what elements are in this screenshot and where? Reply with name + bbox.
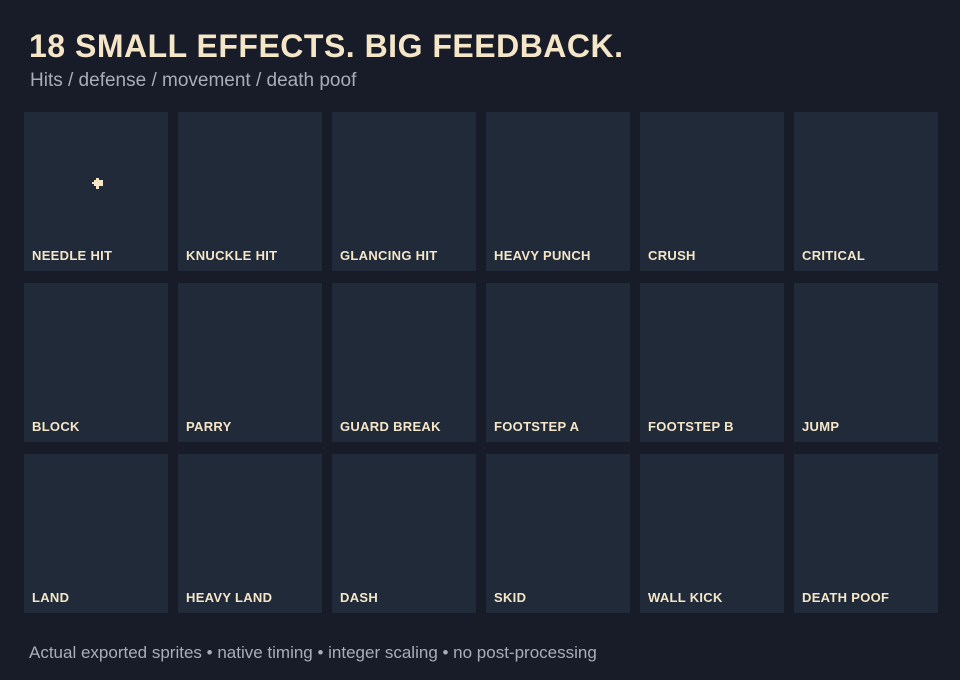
effect-label: WALL KICK <box>648 590 723 605</box>
effect-label: CRITICAL <box>802 248 866 263</box>
effect-tile[interactable]: DEATH POOF <box>794 454 938 613</box>
effect-tile[interactable]: LAND <box>24 454 168 613</box>
effect-tile[interactable]: JUMP <box>794 283 938 442</box>
effect-tile[interactable]: FOOTSTEP B <box>640 283 784 442</box>
effect-label: GLANCING HIT <box>340 248 438 263</box>
effect-tile[interactable]: SKID <box>486 454 630 613</box>
effect-tile[interactable]: WALL KICK <box>640 454 784 613</box>
effect-tile[interactable]: PARRY <box>178 283 322 442</box>
effect-tile[interactable]: CRITICAL <box>794 112 938 271</box>
effect-label: FOOTSTEP A <box>494 419 580 434</box>
subtitle: Hits / defense / movement / death poof <box>30 70 357 91</box>
effect-label: FOOTSTEP B <box>648 419 734 434</box>
effect-label: KNUCKLE HIT <box>186 248 278 263</box>
effect-label: BLOCK <box>32 419 80 434</box>
effect-label: PARRY <box>186 419 232 434</box>
effect-tile[interactable]: HEAVY PUNCH <box>486 112 630 271</box>
effect-label: HEAVY LAND <box>186 590 273 605</box>
effect-tile[interactable]: BLOCK <box>24 283 168 442</box>
effect-label: HEAVY PUNCH <box>494 248 591 263</box>
effect-label: LAND <box>32 590 70 605</box>
sprite <box>92 178 103 189</box>
effect-tile[interactable]: GUARD BREAK <box>332 283 476 442</box>
effect-tile[interactable]: HEAVY LAND <box>178 454 322 613</box>
footer: Actual exported sprites • native timing … <box>29 643 597 662</box>
effect-label: NEEDLE HIT <box>32 248 113 263</box>
effects-grid: NEEDLE HIT KNUCKLE HIT GLANCING HIT HEAVY P… <box>24 112 938 613</box>
effect-tile[interactable]: GLANCING HIT <box>332 112 476 271</box>
effect-tile[interactable]: NEEDLE HIT <box>24 112 168 271</box>
effect-label: DEATH POOF <box>802 590 890 605</box>
effect-tile[interactable]: DASH <box>332 454 476 613</box>
effect-label: JUMP <box>802 419 840 434</box>
effect-tile[interactable]: KNUCKLE HIT <box>178 112 322 271</box>
effect-tile[interactable]: CRUSH <box>640 112 784 271</box>
effect-label: CRUSH <box>648 248 696 263</box>
effect-label: DASH <box>340 590 379 605</box>
effect-label: GUARD BREAK <box>340 419 441 434</box>
effect-tile[interactable]: FOOTSTEP A <box>486 283 630 442</box>
title: 18 SMALL EFFECTS. BIG FEEDBACK. <box>29 28 624 64</box>
effect-label: SKID <box>494 590 527 605</box>
